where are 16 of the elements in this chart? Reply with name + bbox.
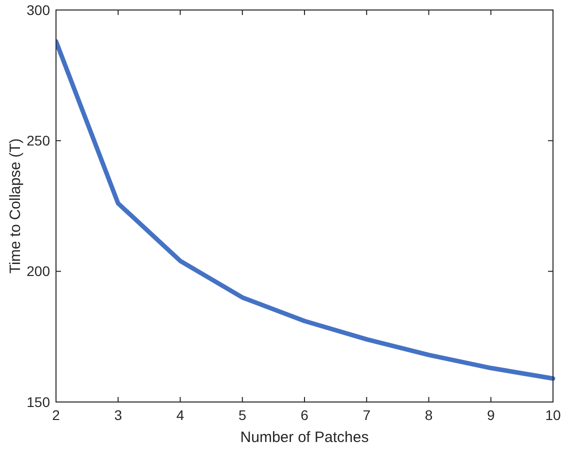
- x-tick-label: 3: [114, 407, 122, 423]
- line-series: [56, 39, 556, 381]
- x-tick-label: 7: [362, 407, 371, 423]
- x-tick-label: 8: [424, 407, 433, 423]
- x-tick-label: 5: [238, 407, 246, 423]
- x-tick-label: 6: [300, 407, 309, 423]
- y-tick-label: 150: [26, 394, 50, 410]
- x-tick-label: 10: [545, 407, 561, 423]
- x-tick-label: 4: [176, 407, 184, 423]
- y-tick-label: 250: [26, 132, 50, 149]
- x-tick-label: 9: [486, 407, 495, 423]
- y-tick-label: 200: [26, 263, 50, 280]
- y-tick-label: 300: [26, 2, 50, 18]
- x-tick-label: 2: [52, 407, 60, 423]
- x-axis-title: Number of Patches: [240, 429, 369, 446]
- y-axis-title: Time to Collapse (T): [7, 138, 24, 274]
